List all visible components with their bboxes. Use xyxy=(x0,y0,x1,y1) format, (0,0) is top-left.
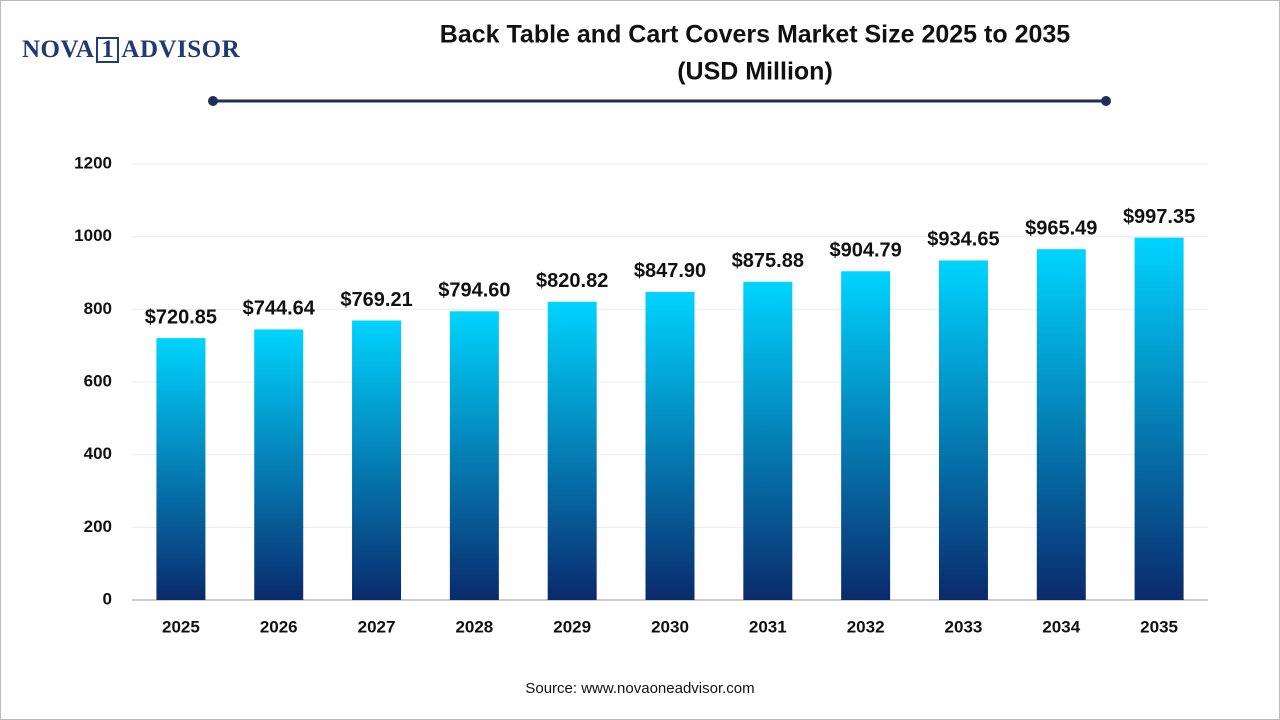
logo: NOVA 1 ADVISOR xyxy=(22,36,240,64)
x-tick-label: 2029 xyxy=(553,617,591,636)
bar xyxy=(743,281,793,600)
bar xyxy=(156,338,206,600)
value-label: $934.65 xyxy=(927,229,999,251)
y-tick-label: 600 xyxy=(84,371,112,390)
y-tick-label: 800 xyxy=(84,299,112,318)
value-label: $720.85 xyxy=(145,306,217,328)
logo-mark: 1 xyxy=(96,37,120,63)
x-tick-label: 2028 xyxy=(455,617,493,636)
value-label: $875.88 xyxy=(732,250,804,272)
value-label: $744.64 xyxy=(243,298,316,320)
bar xyxy=(1134,237,1184,600)
x-tick-label: 2025 xyxy=(162,617,200,636)
bar xyxy=(352,320,402,600)
value-label: $965.49 xyxy=(1025,217,1097,239)
chart-title: Back Table and Cart Covers Market Size 2… xyxy=(440,21,1070,49)
bar xyxy=(938,260,988,600)
source: Source: www.novaoneadvisor.com xyxy=(525,680,754,697)
value-label: $997.35 xyxy=(1123,206,1195,228)
x-tick-label: 2027 xyxy=(358,617,396,636)
chart-subtitle: (USD Million) xyxy=(677,58,833,86)
x-tick-label: 2032 xyxy=(847,617,885,636)
rule-dot xyxy=(1101,96,1111,106)
y-tick-label: 1200 xyxy=(74,153,112,172)
logo-text: NOVA xyxy=(22,36,95,63)
value-label: $769.21 xyxy=(340,289,412,311)
bar xyxy=(547,301,597,600)
y-tick-label: 400 xyxy=(84,444,112,463)
logo-text: ADVISOR xyxy=(121,36,241,63)
bar xyxy=(254,329,304,600)
bar xyxy=(645,291,695,600)
value-label: $794.60 xyxy=(438,280,510,302)
y-tick-label: 200 xyxy=(84,517,112,536)
value-label: $820.82 xyxy=(536,270,608,292)
bar xyxy=(841,271,891,600)
x-tick-label: 2034 xyxy=(1042,617,1080,636)
x-tick-label: 2031 xyxy=(749,617,787,636)
rule-dot xyxy=(208,96,218,106)
y-tick-label: 1000 xyxy=(74,226,112,245)
value-label: $847.90 xyxy=(634,260,706,282)
x-tick-label: 2035 xyxy=(1140,617,1178,636)
bar xyxy=(449,311,499,600)
x-tick-label: 2030 xyxy=(651,617,689,636)
y-tick-label: 0 xyxy=(103,589,112,608)
bar xyxy=(1036,249,1086,600)
x-tick-label: 2026 xyxy=(260,617,298,636)
x-tick-label: 2033 xyxy=(945,617,983,636)
value-label: $904.79 xyxy=(829,240,901,262)
